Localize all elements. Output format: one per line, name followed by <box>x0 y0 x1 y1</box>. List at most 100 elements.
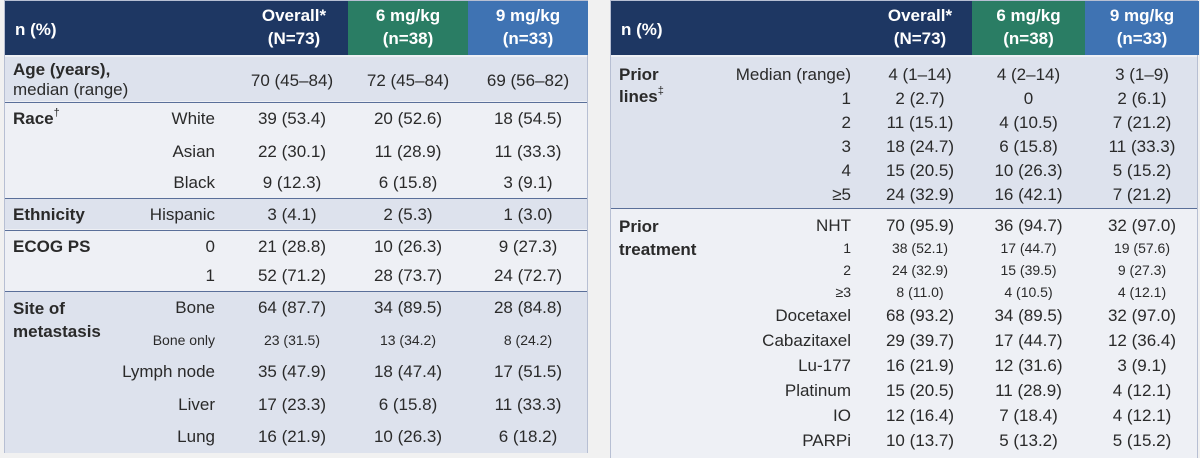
site-bone-only-6mgkg: 13 (34.2) <box>379 332 437 348</box>
prior-treatment-platinum-6mgkg: 11 (28.9) <box>995 381 1062 400</box>
race-white-6mgkg: 20 (52.6) <box>373 109 443 128</box>
site-bone-6mgkg: 34 (89.5) <box>373 298 443 317</box>
prior-lines-label-line1: Prior <box>619 65 659 84</box>
site-bone-overall: 64 (87.7) <box>257 298 327 317</box>
prior-treatment-label-line1: Prior <box>619 217 659 236</box>
prior-treatment-nht-1-overall: 38 (52.1) <box>891 240 949 256</box>
site-bone-label: Bone <box>175 298 215 317</box>
site-liver-9mgkg: 11 (33.3) <box>494 395 562 414</box>
race-white-label: White <box>171 109 215 128</box>
site-bone-only-overall: 23 (31.5) <box>263 332 321 348</box>
prior-lines-3-label: 3 <box>841 137 851 156</box>
prior-treatment-docetaxel-label: Docetaxel <box>775 306 851 325</box>
site-bone-only-label: Bone only <box>152 332 215 348</box>
ecog-1-9mgkg: 24 (72.7) <box>493 266 563 285</box>
race-asian-6mgkg: 11 (28.9) <box>374 142 442 161</box>
race-white-overall: 39 (53.4) <box>257 109 327 128</box>
prior-treatment-nht-9mgkg: 32 (97.0) <box>1107 216 1177 235</box>
row-divider <box>5 102 587 103</box>
prior-treatment-io-6mgkg: 7 (18.4) <box>999 406 1058 425</box>
prior-lines-2-9mgkg: 7 (21.2) <box>1112 113 1172 132</box>
prior-treatment-nht-1-label: 1 <box>843 240 851 256</box>
prior-treatment-nht-2-label: 2 <box>843 262 851 278</box>
prior-treatment-parpi-overall: 10 (13.7) <box>885 431 955 450</box>
prior-lines-1-overall: 2 (2.7) <box>895 89 945 108</box>
race-asian-overall: 22 (30.1) <box>257 142 327 161</box>
prior-treatment-nht-overall: 70 (95.9) <box>885 216 955 235</box>
race-label: Race† <box>13 107 60 128</box>
prior-lines-median-overall: 4 (1–14) <box>888 65 952 84</box>
demographics-table: n (%) Overall* (N=73) 6 mg/kg (n=38) 9 m… <box>4 0 588 453</box>
age-overall: 70 (45–84) <box>250 71 334 90</box>
prior-treatment-docetaxel-overall: 68 (93.2) <box>885 306 955 325</box>
site-liver-overall: 17 (23.3) <box>257 395 327 414</box>
row-divider <box>611 208 1197 209</box>
prior-treatment-io-overall: 12 (16.4) <box>885 406 955 425</box>
prior-lines-4-label: 4 <box>841 161 851 180</box>
prior-treatment-lu177-overall: 16 (21.9) <box>885 356 955 375</box>
prior-lines-median-9mgkg: 3 (1–9) <box>1115 65 1169 84</box>
prior-treatment-lu177-6mgkg: 12 (31.6) <box>994 356 1063 375</box>
prior-treatment-docetaxel-9mgkg: 32 (97.0) <box>1107 306 1177 325</box>
site-lymph-node-overall: 35 (47.9) <box>257 362 327 381</box>
prior-lines-1-6mgkg: 0 <box>1023 89 1034 108</box>
race-asian-label: Asian <box>172 142 215 161</box>
prior-treatment-lu177-label: Lu-177 <box>798 356 851 375</box>
ethnicity-hispanic-overall: 3 (4.1) <box>267 205 317 224</box>
site-lung-label: Lung <box>177 427 215 446</box>
prior-lines-label-line2: lines‡ <box>619 85 664 106</box>
ethnicity-hispanic-label: Hispanic <box>149 205 215 224</box>
header-9mgkg: 9 mg/kg (n=33) <box>1085 1 1199 55</box>
prior-treatment-nht-3plus-overall: 8 (11.0) <box>896 284 944 300</box>
prior-lines-median-label: Median (range) <box>735 65 851 84</box>
prior-treatment-cabazitaxel-label: Cabazitaxel <box>762 331 851 350</box>
row-divider <box>5 230 587 231</box>
prior-treatment-nht-3plus-6mgkg: 4 (10.5) <box>1004 284 1053 300</box>
prior-lines-4-9mgkg: 5 (15.2) <box>1112 161 1172 180</box>
prior-treatment-nht-2-overall: 24 (32.9) <box>891 262 949 278</box>
prior-treatment-nht-6mgkg: 36 (94.7) <box>994 216 1063 235</box>
ecog-0-6mgkg: 10 (26.3) <box>373 237 443 256</box>
prior-lines-5plus-6mgkg: 16 (42.1) <box>994 185 1063 204</box>
prior-treatment-cabazitaxel-9mgkg: 12 (36.4) <box>1107 331 1177 350</box>
ethnicity-section <box>5 199 587 229</box>
prior-treatment-label-line2: treatment <box>619 240 697 259</box>
prior-treatment-io-9mgkg: 4 (12.1) <box>1112 406 1172 425</box>
prior-treatment-parpi-6mgkg: 5 (13.2) <box>999 431 1058 450</box>
prior-treatment-nht-1-9mgkg: 19 (57.6) <box>1113 240 1171 256</box>
age-9mgkg: 69 (56–82) <box>486 71 570 90</box>
prior-lines-section <box>611 57 1197 208</box>
prior-treatment-io-label: IO <box>833 406 851 425</box>
prior-lines-3-overall: 18 (24.7) <box>885 137 955 156</box>
prior-lines-4-overall: 15 (20.5) <box>885 161 955 180</box>
ecog-1-overall: 52 (71.2) <box>257 266 327 285</box>
prior-treatment-nht-2-6mgkg: 15 (39.5) <box>1000 262 1057 278</box>
prior-treatment-docetaxel-6mgkg: 34 (89.5) <box>994 306 1063 325</box>
prior-treatment-platinum-label: Platinum <box>784 381 851 400</box>
prior-lines-5plus-label: ≥5 <box>832 185 851 204</box>
prior-treatment-parpi-9mgkg: 5 (15.2) <box>1112 431 1172 450</box>
ethnicity-label: Ethnicity <box>13 205 85 224</box>
prior-lines-2-overall: 11 (15.1) <box>886 113 954 132</box>
prior-lines-1-9mgkg: 2 (6.1) <box>1117 89 1167 108</box>
site-lung-6mgkg: 10 (26.3) <box>373 427 443 446</box>
row-divider <box>5 198 587 199</box>
prior-treatment-nht-3plus-label: ≥3 <box>835 284 851 300</box>
header-n-percent: n (%) <box>15 20 57 39</box>
age-section <box>5 57 587 101</box>
prior-treatment-nht-1-6mgkg: 17 (44.7) <box>1000 240 1057 256</box>
ecog-0-overall: 21 (28.8) <box>257 237 327 256</box>
prior-treatment-nht-3plus-9mgkg: 4 (12.1) <box>1117 284 1167 300</box>
age-6mgkg: 72 (45–84) <box>366 71 450 90</box>
ethnicity-hispanic-6mgkg: 2 (5.3) <box>383 205 433 224</box>
race-black-label: Black <box>173 173 215 192</box>
header-6mgkg: 6 mg/kg (n=38) <box>348 1 468 55</box>
site-lymph-node-6mgkg: 18 (47.4) <box>373 362 443 381</box>
prior-lines-2-6mgkg: 4 (10.5) <box>999 113 1058 132</box>
header-6mgkg: 6 mg/kg (n=38) <box>972 1 1085 55</box>
race-black-9mgkg: 3 (9.1) <box>503 173 553 192</box>
ecog-0-9mgkg: 9 (27.3) <box>498 237 558 256</box>
prior-treatment-cabazitaxel-overall: 29 (39.7) <box>885 331 955 350</box>
ecog-0-label: 0 <box>205 237 215 256</box>
site-label-line2: metastasis <box>13 322 101 341</box>
